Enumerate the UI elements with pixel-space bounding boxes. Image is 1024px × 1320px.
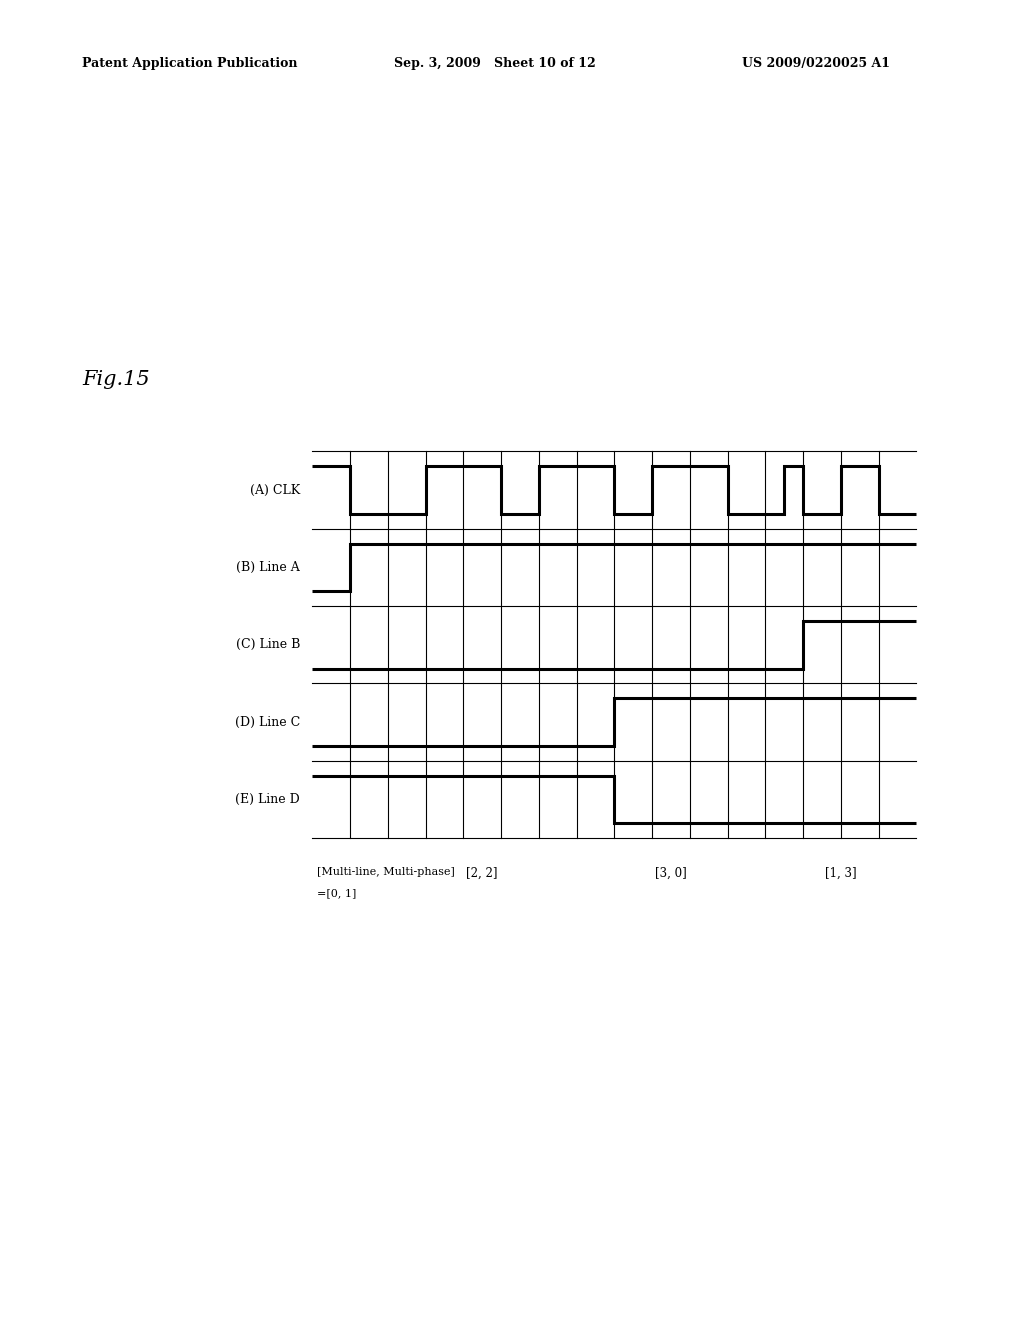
Text: Sep. 3, 2009   Sheet 10 of 12: Sep. 3, 2009 Sheet 10 of 12: [394, 57, 596, 70]
Text: (D) Line C: (D) Line C: [234, 715, 300, 729]
Text: (E) Line D: (E) Line D: [236, 793, 300, 807]
Text: [Multi-line, Multi-phase]: [Multi-line, Multi-phase]: [317, 867, 456, 878]
Text: [2, 2]: [2, 2]: [467, 867, 498, 880]
Text: [3, 0]: [3, 0]: [655, 867, 687, 880]
Text: (B) Line A: (B) Line A: [237, 561, 300, 574]
Text: Fig.15: Fig.15: [82, 370, 150, 388]
Text: (C) Line B: (C) Line B: [236, 639, 300, 651]
Text: =[0, 1]: =[0, 1]: [317, 888, 356, 899]
Text: Patent Application Publication: Patent Application Publication: [82, 57, 297, 70]
Text: [1, 3]: [1, 3]: [825, 867, 857, 880]
Text: (A) CLK: (A) CLK: [250, 483, 300, 496]
Text: US 2009/0220025 A1: US 2009/0220025 A1: [742, 57, 891, 70]
